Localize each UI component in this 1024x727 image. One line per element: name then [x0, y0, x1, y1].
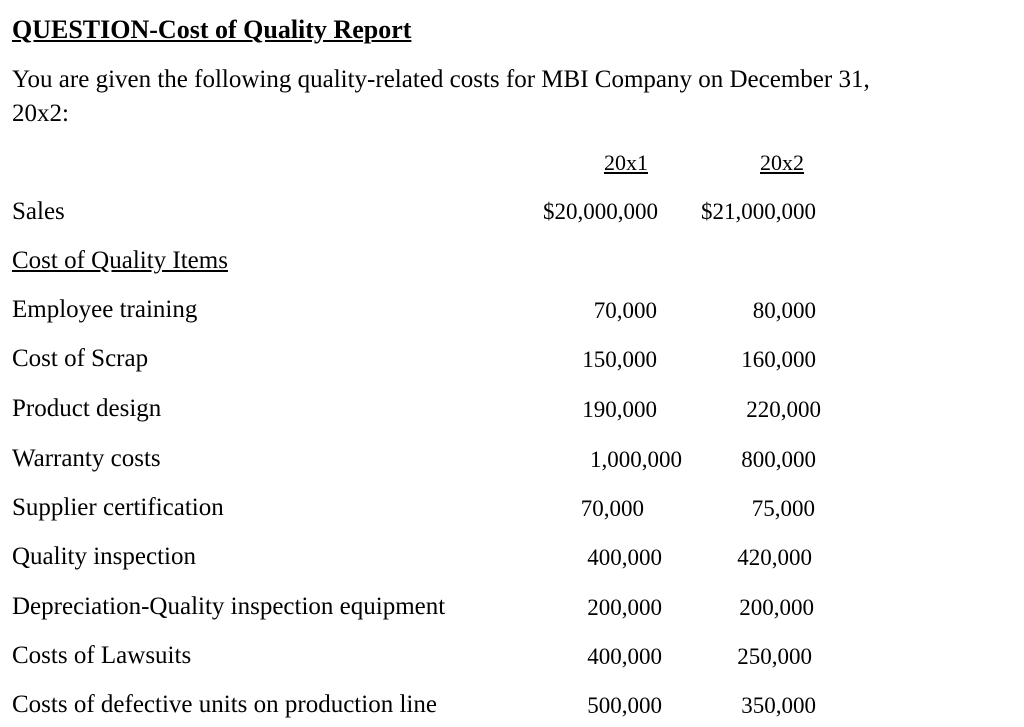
page-title: QUESTION-Cost of Quality Report — [12, 15, 412, 44]
row-label-product-design: Product design — [12, 395, 162, 422]
row-value-20x2: 220,000 — [746, 397, 821, 422]
row-label-employee-training: Employee training — [12, 296, 198, 323]
row-value-20x1: 190,000 — [582, 397, 657, 422]
row-value-20x1: 70,000 — [580, 496, 644, 521]
row-label-supplier-certification: Supplier certification — [12, 494, 224, 521]
row-value-20x1: 400,000 — [587, 545, 662, 570]
column-header-20x2: 20x2 — [760, 150, 804, 175]
row-value-20x2: 250,000 — [737, 644, 812, 669]
row-value-20x1: 500,000 — [587, 693, 662, 718]
row-value-20x2: 160,000 — [741, 347, 816, 372]
row-label-quality-inspection: Quality inspection — [12, 543, 196, 570]
row-label-cost-of-scrap: Cost of Scrap — [12, 345, 149, 372]
row-value-20x1: 150,000 — [582, 347, 657, 372]
row-value-20x2: 80,000 — [752, 298, 816, 323]
intro-text-line-1: You are given the following quality-rela… — [12, 66, 870, 93]
intro-text-line-2: 20x2: — [12, 100, 69, 127]
row-value-20x2: 420,000 — [737, 545, 812, 570]
row-value-20x1: 1,000,000 — [590, 447, 682, 472]
row-value-20x1: 200,000 — [587, 595, 662, 620]
sales-value-20x2: $21,000,000 — [701, 199, 816, 224]
sales-label: Sales — [12, 198, 65, 225]
row-label-depreciation-quality-inspection-equipment: Depreciation-Quality inspection equipmen… — [12, 593, 446, 620]
row-value-20x1: 400,000 — [587, 644, 662, 669]
row-value-20x2: 200,000 — [739, 595, 814, 620]
row-label-costs-of-defective-units: Costs of defective units on production l… — [12, 691, 437, 718]
sales-value-20x1: $20,000,000 — [543, 199, 658, 224]
row-label-warranty-costs: Warranty costs — [12, 445, 161, 472]
row-label-costs-of-lawsuits: Costs of Lawsuits — [12, 642, 192, 669]
row-value-20x2: 350,000 — [741, 693, 816, 718]
column-header-20x1: 20x1 — [604, 150, 648, 175]
row-value-20x2: 800,000 — [741, 447, 816, 472]
section-label: Cost of Quality Items — [12, 247, 228, 274]
row-value-20x2: 75,000 — [751, 496, 815, 521]
row-value-20x1: 70,000 — [593, 298, 657, 323]
